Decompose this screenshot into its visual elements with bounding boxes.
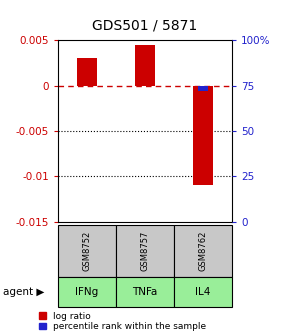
Bar <box>174 225 232 277</box>
Bar <box>58 225 116 277</box>
Text: agent ▶: agent ▶ <box>3 287 44 297</box>
Bar <box>116 277 174 307</box>
Bar <box>193 86 213 185</box>
Text: TNFa: TNFa <box>132 287 158 297</box>
Text: GSM8752: GSM8752 <box>82 231 92 271</box>
Bar <box>198 86 208 91</box>
Bar <box>58 277 116 307</box>
Bar <box>116 225 174 277</box>
Legend: log ratio, percentile rank within the sample: log ratio, percentile rank within the sa… <box>39 312 206 332</box>
Text: IFNg: IFNg <box>75 287 99 297</box>
Bar <box>77 58 97 86</box>
Bar <box>135 45 155 86</box>
Text: GSM8762: GSM8762 <box>198 231 208 271</box>
Text: GDS501 / 5871: GDS501 / 5871 <box>93 18 197 33</box>
Text: IL4: IL4 <box>195 287 211 297</box>
Bar <box>174 277 232 307</box>
Text: GSM8757: GSM8757 <box>140 231 150 271</box>
